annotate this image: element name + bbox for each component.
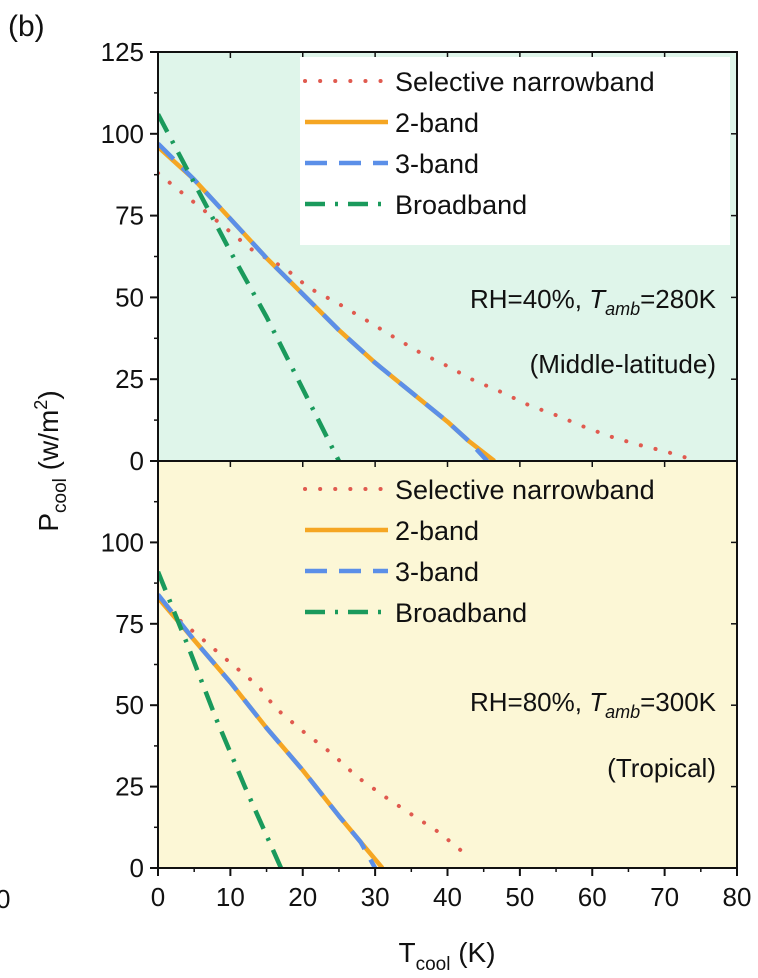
- x-tick-label: 80: [723, 882, 752, 912]
- y-axis-title: Pcool (w/m2): [31, 390, 71, 531]
- plot-lines: [158, 113, 700, 868]
- y-tick-label: 75: [115, 201, 144, 231]
- legend-label: Broadband: [395, 598, 527, 628]
- legends: Selective narrowband 2-band 3-band Broadban…: [300, 57, 730, 628]
- panel-label: (b): [8, 10, 45, 43]
- legend-label: 3-band: [395, 149, 479, 179]
- panel-background: [158, 461, 737, 868]
- y-tick-label: 0: [130, 853, 144, 883]
- x-tick-label: 10: [216, 882, 245, 912]
- y-tick-label: 75: [115, 609, 144, 639]
- condition-annotation: RH=40%, Tamb=280K: [470, 284, 717, 319]
- x-tick-label: 30: [361, 882, 390, 912]
- x-tick-label: 40: [433, 882, 462, 912]
- condition-annotation: RH=80%, Tamb=300K: [470, 687, 717, 722]
- series-line-3-band: [158, 142, 489, 461]
- stray-zero-label: 0: [0, 884, 10, 914]
- x-tick-label: 50: [505, 882, 534, 912]
- x-tick-label: 60: [578, 882, 607, 912]
- x-tick-label: 20: [288, 882, 317, 912]
- x-tick-label: 0: [151, 882, 165, 912]
- y-tick-label: 125: [101, 37, 144, 67]
- series-line-selective-narrowband: [158, 599, 463, 853]
- legend-label: Selective narrowband: [395, 67, 655, 97]
- y-tick-label: 100: [101, 119, 144, 149]
- x-tick-label: 70: [650, 882, 679, 912]
- legend-box: [300, 57, 730, 245]
- series-line-3-band: [158, 593, 378, 868]
- y-tick-label: 0: [130, 446, 144, 476]
- legend-label: Broadband: [395, 190, 527, 220]
- legend-label: Selective narrowband: [395, 475, 655, 505]
- region-annotation: (Tropical): [607, 753, 716, 783]
- annotations: RH=40%, Tamb=280K (Middle-latitude) RH=80%…: [470, 284, 717, 783]
- y-tick-label: 100: [101, 527, 144, 557]
- y-tick-label: 25: [115, 772, 144, 802]
- legend-label: 2-band: [395, 108, 479, 138]
- series-line-broadband: [158, 570, 284, 868]
- region-annotation: (Middle-latitude): [530, 349, 716, 379]
- y-tick-label: 50: [115, 690, 144, 720]
- legend-label: 2-band: [395, 516, 479, 546]
- legend-label: 3-band: [395, 557, 479, 587]
- axes: 0 25 50 75 100 125 0 25 50 75 100 0 10 20 30 40 50 60 70 80…: [31, 37, 751, 975]
- y-tick-label: 25: [115, 364, 144, 394]
- y-tick-label: 50: [115, 282, 144, 312]
- x-axis-title: Tcool (K): [398, 937, 495, 975]
